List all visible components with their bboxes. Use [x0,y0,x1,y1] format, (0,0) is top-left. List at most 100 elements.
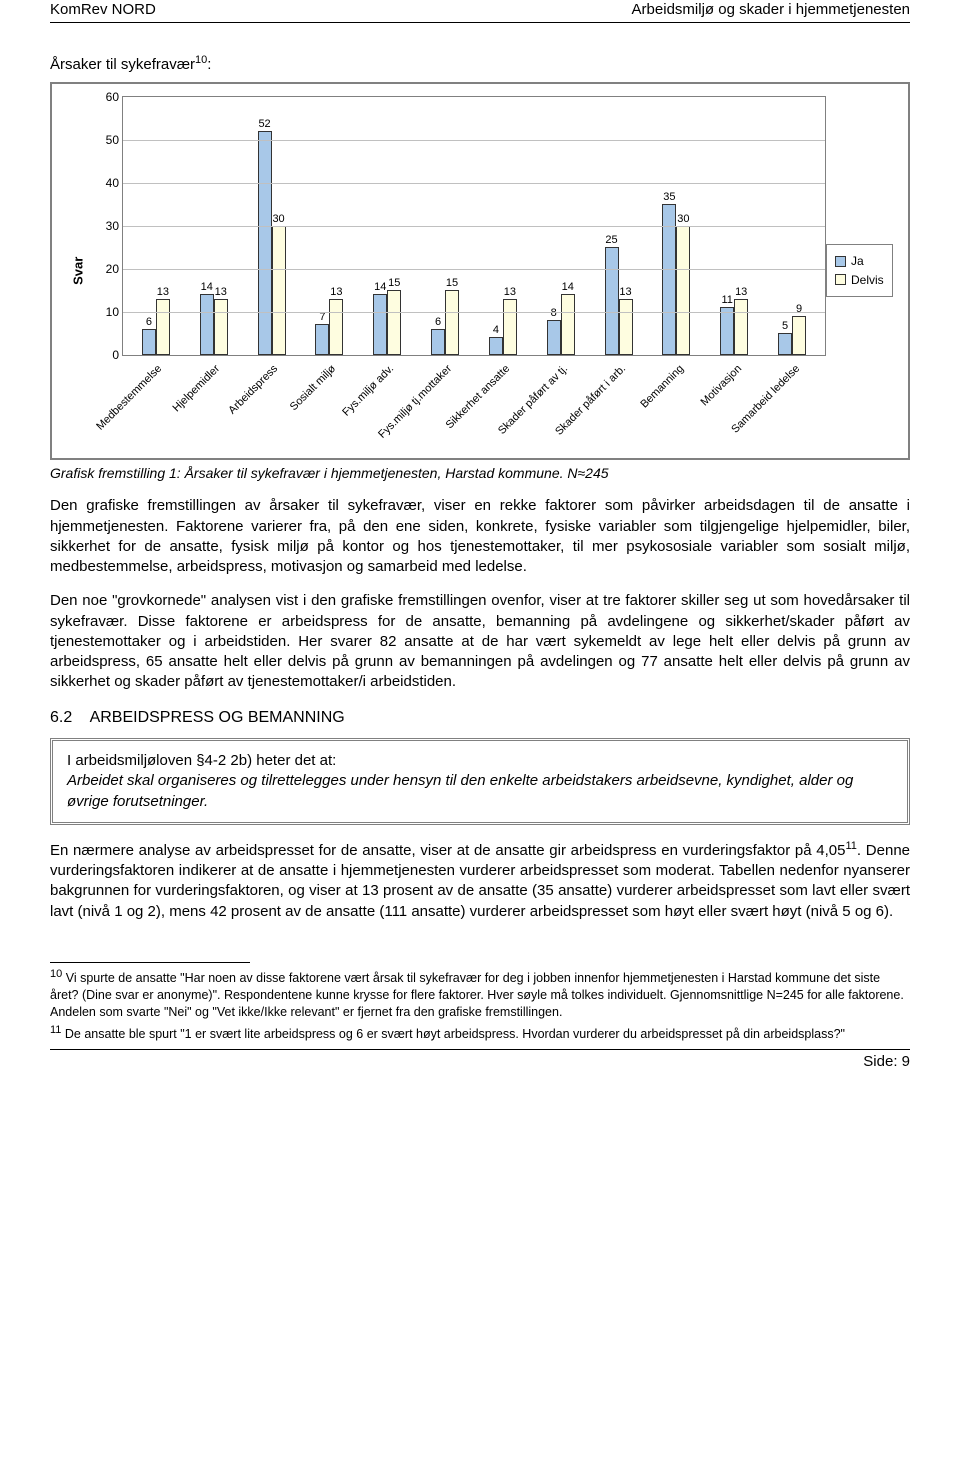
bar-value-label: 15 [388,276,400,291]
bar-delvis: 9 [792,316,806,355]
x-axis-label: Medbestemmelse [94,362,166,434]
footnote-11: 11 De ansatte ble spurt "1 er svært lite… [50,1023,910,1043]
bar-delvis: 14 [561,294,575,354]
bar-value-label: 35 [663,190,675,205]
bar-ja: 8 [547,320,561,354]
y-tick-label: 30 [97,217,119,233]
footnote-10: 10 Vi spurte de ansatte "Har noen av dis… [50,967,910,1021]
grid-line [123,312,825,313]
bar-delvis: 13 [503,299,517,355]
plot-area: 6131413523071314156154138142513353011135… [122,96,826,356]
legend: Ja Delvis [826,244,893,296]
y-tick-label: 50 [97,131,119,147]
section-number: 6.2 [50,707,86,729]
bar-value-label: 4 [493,323,499,338]
footnotes: 10 Vi spurte de ansatte "Har noen av dis… [50,967,910,1043]
bar-value-label: 13 [330,285,342,300]
bar-value-label: 13 [735,285,747,300]
bar-delvis: 13 [734,299,748,355]
grid-line [123,269,825,270]
bar-value-label: 14 [562,280,574,295]
chart-title: Årsaker til sykefravær10: [50,53,910,75]
bar-value-label: 5 [782,319,788,334]
paragraph-3: En nærmere analyse av arbeidspresset for… [50,839,910,922]
bar-delvis: 15 [387,290,401,355]
bar-value-label: 25 [605,233,617,248]
legend-label: Ja [851,253,864,269]
x-labels-row: MedbestemmelseHjelpemidlerArbeidspressSo… [122,356,826,446]
fn11-sup: 11 [50,1024,61,1036]
bar-value-label: 6 [435,315,441,330]
legend-swatch [835,256,846,267]
paragraph-2: Den noe "grovkornede" analysen vist i de… [50,591,910,692]
bar-ja: 6 [431,329,445,355]
bar-delvis: 15 [445,290,459,355]
grid-line [123,226,825,227]
bar-delvis: 13 [156,299,170,355]
page-number: Side: 9 [863,1053,910,1070]
bar-value-label: 15 [446,276,458,291]
section-heading: 6.2 ARBEIDSPRESS OG BEMANNING [50,707,910,729]
legend-item: Ja [835,253,884,269]
bar-ja: 6 [142,329,156,355]
title-pre: Årsaker til sykefravær [50,56,195,73]
bar-value-label: 9 [796,302,802,317]
bar-delvis: 13 [619,299,633,355]
y-tick-label: 40 [97,174,119,190]
bar-value-label: 30 [272,212,284,227]
bar-delvis: 13 [214,299,228,355]
law-quote-box: I arbeidsmiljøloven §4-2 2b) heter det a… [50,738,910,825]
bar-ja: 52 [258,131,272,355]
fn10-sup: 10 [50,968,62,980]
bar-value-label: 13 [504,285,516,300]
bar-value-label: 6 [146,315,152,330]
chart-caption: Grafisk fremstilling 1: Årsaker til syke… [50,464,910,483]
bar-delvis: 30 [272,226,286,355]
y-tick-label: 0 [97,346,119,362]
page-header: KomRev NORD Arbeidsmiljø og skader i hje… [50,0,910,23]
y-axis-label: Svar [69,256,87,284]
bar-value-label: 8 [551,306,557,321]
bar-value-label: 52 [258,117,270,132]
y-tick-label: 10 [97,303,119,319]
quote-body: Arbeidet skal organiseres og tilretteleg… [67,771,893,812]
p3-a: En nærmere analyse av arbeidspresset for… [50,842,846,859]
x-label-cell: Samarbeid ledelse [764,356,822,446]
bar-value-label: 14 [374,280,386,295]
legend-swatch [835,274,846,285]
bar-value-label: 7 [319,310,325,325]
x-label-cell: Bemanning [648,356,706,446]
bar-value-label: 11 [721,293,732,308]
legend-label: Delvis [851,272,884,288]
quote-lead: I arbeidsmiljøloven §4-2 2b) heter det a… [67,751,893,771]
bar-delvis: 30 [676,226,690,355]
bar-value-label: 14 [201,280,213,295]
y-axis-label-col: Svar [64,96,92,446]
grid-line [123,183,825,184]
bar-ja: 35 [662,204,676,355]
paragraph-1: Den grafiske fremstillingen av årsaker t… [50,496,910,577]
bar-value-label: 30 [677,212,689,227]
bar-ja: 5 [778,333,792,355]
fn10-text: Vi spurte de ansatte "Har noen av disse … [50,971,904,1019]
bar-ja: 11 [720,307,734,354]
section-title: ARBEIDSPRESS OG BEMANNING [90,709,345,726]
bar-ja: 25 [605,247,619,355]
y-tick-label: 60 [97,88,119,104]
fn11-text: De ansatte ble spurt "1 er svært lite ar… [61,1027,845,1041]
bar-ja: 14 [200,294,214,354]
bar-ja: 14 [373,294,387,354]
title-post: : [207,56,211,73]
bar-chart: Svar 61314135230713141561541381425133530… [50,82,910,460]
bar-value-label: 13 [157,285,169,300]
bar-value-label: 13 [215,285,227,300]
p3-sup: 11 [846,840,857,852]
header-right: Arbeidsmiljø og skader i hjemmetjenesten [632,0,910,20]
title-sup: 10 [195,54,207,66]
bar-value-label: 13 [619,285,631,300]
bar-ja: 4 [489,337,503,354]
bar-ja: 7 [315,324,329,354]
y-tick-label: 20 [97,260,119,276]
grid-line [123,140,825,141]
header-left: KomRev NORD [50,0,156,20]
